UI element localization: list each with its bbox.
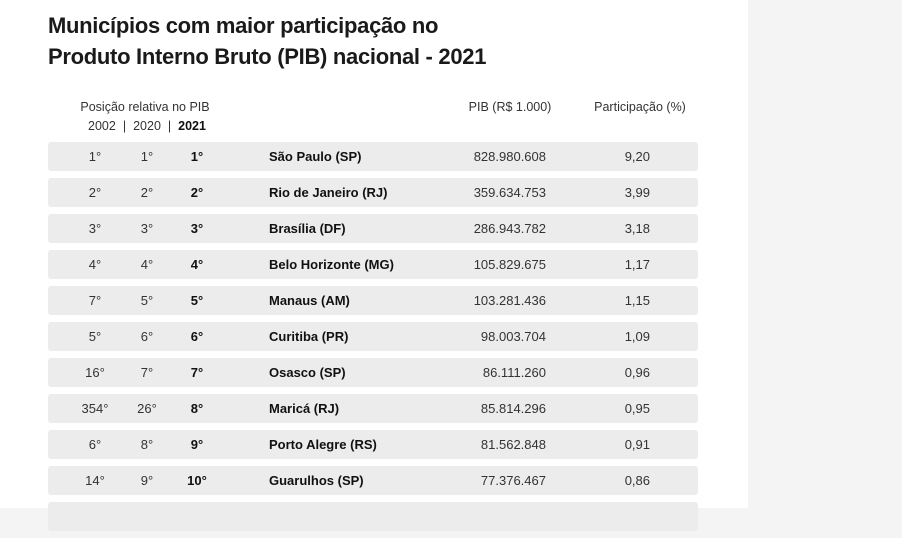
cell-position-2020: 5°	[140, 293, 154, 308]
cell-position-2020: 9°	[140, 473, 154, 488]
cell-position-2002: 354°	[81, 401, 109, 416]
table-row: 16° 7° 7° Osasco (SP) 86.111.260 0,96	[48, 358, 698, 387]
cell-pib: 103.281.436	[473, 293, 546, 308]
cell-share: 1,09	[624, 329, 650, 344]
cell-share: 1,15	[624, 293, 650, 308]
page-title: Municípios com maior participação no Pro…	[48, 10, 486, 72]
header-pib-label: PIB (R$ 1.000)	[468, 100, 552, 114]
content-panel: Municípios com maior participação no Pro…	[0, 0, 748, 508]
cell-municipality: Rio de Janeiro (RJ)	[269, 185, 388, 200]
table-row: 5° 6° 6° Curitiba (PR) 98.003.704 1,09	[48, 322, 698, 351]
cell-municipality: Maricá (RJ)	[269, 401, 340, 416]
cell-position-2020: 8°	[140, 437, 154, 452]
cell-share: 0,86	[624, 473, 650, 488]
cell-position-2021: 10°	[187, 473, 207, 488]
cell-share: 0,91	[624, 437, 650, 452]
cell-position-2002: 5°	[88, 329, 102, 344]
cell-share: 0,96	[624, 365, 650, 380]
table-row: 4° 4° 4° Belo Horizonte (MG) 105.829.675…	[48, 250, 698, 279]
cell-share: 9,20	[624, 149, 650, 164]
header-share-label: Participação (%)	[594, 100, 686, 114]
cell-pib: 85.814.296	[480, 401, 546, 416]
cell-position-2020: 2°	[140, 185, 154, 200]
cell-position-2020: 1°	[140, 149, 154, 164]
cell-position-2002: 14°	[85, 473, 105, 488]
cell-position-2002: 1°	[88, 149, 102, 164]
header-year-2002: 2002	[88, 119, 116, 133]
cell-pib: 828.980.608	[473, 149, 546, 164]
cell-share: 3,18	[624, 221, 650, 236]
cell-municipality: São Paulo (SP)	[269, 149, 362, 164]
cell-position-2021: 1°	[190, 149, 204, 164]
cell-pib: 77.376.467	[480, 473, 546, 488]
cell-position-2020: 6°	[140, 329, 154, 344]
cell-municipality: Manaus (AM)	[269, 293, 350, 308]
table-row: 2° 2° 2° Rio de Janeiro (RJ) 359.634.753…	[48, 178, 698, 207]
ranking-table: 1° 1° 1° São Paulo (SP) 828.980.608 9,20…	[48, 142, 698, 538]
header-separator: |	[122, 119, 127, 133]
cell-pib: 105.829.675	[473, 257, 546, 272]
cell-municipality: Porto Alegre (RS)	[269, 437, 377, 452]
cell-municipality: Guarulhos (SP)	[269, 473, 364, 488]
cell-position-2021: 5°	[190, 293, 204, 308]
header-position-label: Posição relativa no PIB	[80, 100, 210, 114]
cell-position-2020: 26°	[137, 401, 157, 416]
cell-share: 1,17	[624, 257, 650, 272]
cell-position-2002: 7°	[88, 293, 102, 308]
table-row: 7° 5° 5° Manaus (AM) 103.281.436 1,15	[48, 286, 698, 315]
cell-pib: 359.634.753	[473, 185, 546, 200]
cell-pib: 86.111.260	[482, 365, 546, 380]
table-row: 1° 1° 1° São Paulo (SP) 828.980.608 9,20	[48, 142, 698, 171]
cell-position-2021: 2°	[190, 185, 204, 200]
header-years: 2002 | 2020 | 2021	[72, 119, 222, 133]
cell-position-2021: 8°	[190, 401, 204, 416]
table-row: 3° 3° 3° Brasília (DF) 286.943.782 3,18	[48, 214, 698, 243]
table-row: 14° 9° 10° Guarulhos (SP) 77.376.467 0,8…	[48, 466, 698, 495]
cell-pib: 81.562.848	[480, 437, 546, 452]
cell-position-2021: 6°	[190, 329, 204, 344]
cell-position-2002: 16°	[85, 365, 105, 380]
title-line-1: Municípios com maior participação no	[48, 13, 439, 38]
cell-position-2002: 2°	[88, 185, 102, 200]
cell-municipality: Brasília (DF)	[269, 221, 346, 236]
table-row: 354° 26° 8° Maricá (RJ) 85.814.296 0,95	[48, 394, 698, 423]
cell-position-2021: 9°	[190, 437, 204, 452]
cell-position-2021: 4°	[190, 257, 204, 272]
title-line-2: Produto Interno Bruto (PIB) nacional - 2…	[48, 44, 487, 69]
cell-municipality: Curitiba (PR)	[269, 329, 349, 344]
cell-position-2002: 4°	[88, 257, 102, 272]
cell-position-2002: 3°	[88, 221, 102, 236]
table-row	[48, 502, 698, 531]
cell-position-2020: 7°	[140, 365, 154, 380]
cell-pib: 286.943.782	[473, 221, 546, 236]
cell-municipality: Belo Horizonte (MG)	[269, 257, 394, 272]
cell-share: 0,95	[624, 401, 650, 416]
cell-position-2020: 4°	[140, 257, 154, 272]
table-row: 6° 8° 9° Porto Alegre (RS) 81.562.848 0,…	[48, 430, 698, 459]
cell-position-2002: 6°	[88, 437, 102, 452]
header-year-2021: 2021	[178, 119, 206, 133]
cell-pib: 98.003.704	[480, 329, 546, 344]
cell-municipality: Osasco (SP)	[269, 365, 346, 380]
cell-share: 3,99	[624, 185, 650, 200]
cell-position-2020: 3°	[140, 221, 154, 236]
header-separator: |	[167, 119, 172, 133]
header-year-2020: 2020	[133, 119, 161, 133]
cell-position-2021: 3°	[190, 221, 204, 236]
cell-position-2021: 7°	[190, 365, 204, 380]
